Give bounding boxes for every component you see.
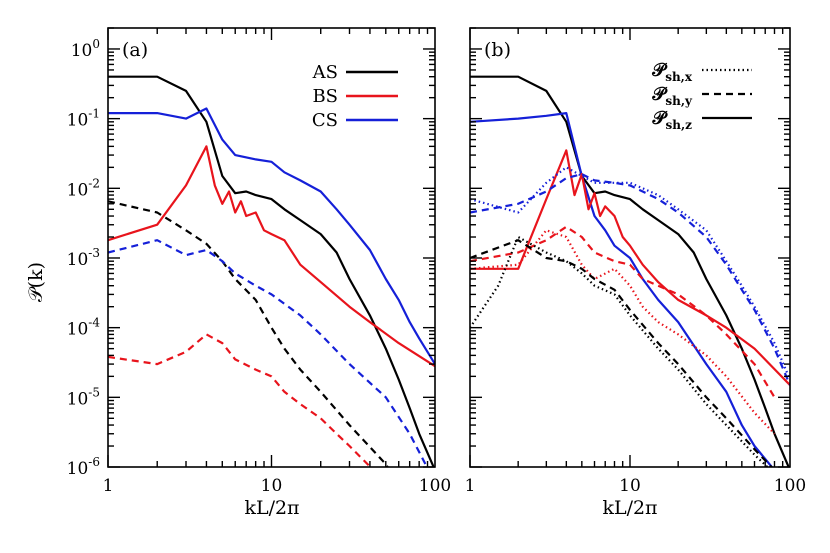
series-line-a-0	[108, 75, 435, 467]
panel-label-a: (a)	[122, 39, 148, 61]
series-line-a-3	[108, 200, 389, 467]
y-tick-label: 10-6	[67, 455, 100, 479]
legend-a: AS BS CS	[312, 62, 398, 131]
legend-label-bs: BS	[312, 86, 338, 107]
y-tick-label: 10-2	[67, 176, 100, 200]
series-line-b-8	[470, 239, 773, 467]
series-line-b-0	[470, 75, 790, 467]
x-tick-label-b: 1	[465, 476, 476, 496]
y-axis-label: 𝒫(k)	[25, 262, 47, 302]
y-tick-label: 10-1	[67, 107, 100, 131]
series-line-b-6	[470, 225, 776, 398]
x-axis-label-b: kL/2π	[602, 497, 657, 519]
x-tick-label-b: 100	[774, 476, 806, 496]
plot-frame-a	[107, 27, 436, 468]
legend-label-sh-x: 𝒫sh,x	[651, 60, 693, 84]
series-line-b-7	[470, 235, 769, 467]
x-tick-label-a: 1	[103, 476, 114, 496]
x-tick-label-a: 10	[261, 476, 283, 496]
y-tick-label: 10-3	[67, 246, 100, 270]
legend-label-sh-z: 𝒫sh,z	[652, 108, 693, 132]
legend-label-cs: CS	[312, 110, 338, 131]
series-line-a-1	[108, 145, 435, 368]
x-tick-label-b: 10	[619, 476, 641, 496]
x-tick-label-a: 100	[419, 476, 451, 496]
y-tick-label: 100	[71, 37, 100, 61]
panel-label-b: (b)	[484, 39, 511, 61]
legend-label-as: AS	[312, 62, 338, 83]
series-line-a-4	[108, 239, 429, 467]
series-line-b-5	[470, 229, 776, 435]
series-line-a-5	[108, 333, 372, 467]
series-line-b-4	[470, 173, 790, 386]
series-line-a-2	[108, 107, 435, 365]
series-line-b-1	[470, 112, 774, 467]
y-tick-label: 10-4	[67, 316, 101, 340]
y-tick-label: 10-5	[67, 385, 100, 409]
x-axis-label-a: kL/2π	[244, 497, 299, 519]
legend-label-sh-y: 𝒫sh,y	[651, 84, 693, 108]
panel-a: 1 10 100 100 10-1 10-2 10-3 10-4 10-5 10-6 (a) kL…	[67, 27, 451, 519]
